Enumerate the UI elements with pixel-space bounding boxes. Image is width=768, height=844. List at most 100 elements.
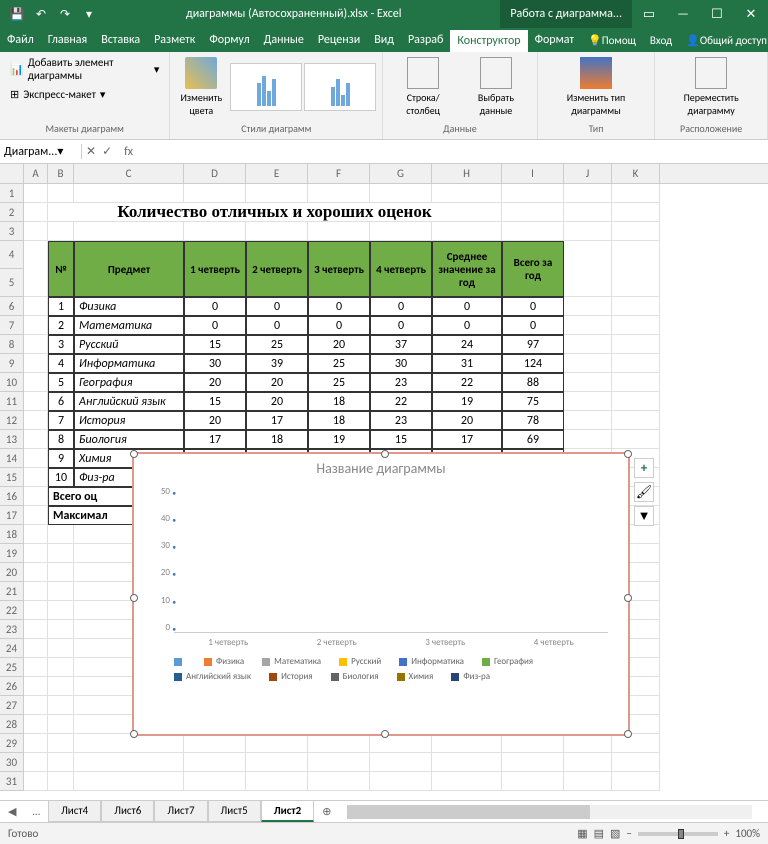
col-header[interactable]: E [246, 164, 308, 183]
cell[interactable]: 2 [48, 316, 74, 335]
cell[interactable]: 25 [246, 335, 308, 354]
cell[interactable] [502, 222, 564, 241]
cell[interactable] [48, 544, 74, 563]
cell[interactable] [564, 373, 612, 392]
cell[interactable] [48, 715, 74, 734]
cell[interactable] [432, 184, 502, 203]
add-sheet-button[interactable]: ⊕ [314, 805, 339, 818]
cell[interactable] [612, 316, 660, 335]
tab-design[interactable]: Конструктор [450, 28, 527, 52]
cell[interactable]: 20 [308, 335, 370, 354]
cell[interactable]: 20 [184, 373, 246, 392]
cell[interactable] [308, 734, 370, 753]
cell[interactable] [308, 184, 370, 203]
close-button[interactable]: ✕ [734, 0, 768, 28]
cell[interactable] [48, 753, 74, 772]
col-header[interactable]: C [74, 164, 184, 183]
cell[interactable] [502, 203, 564, 222]
row-header[interactable]: 28 [0, 715, 24, 734]
cell[interactable]: 17 [184, 430, 246, 449]
cell[interactable] [24, 373, 48, 392]
cell[interactable]: 22 [370, 392, 432, 411]
save-icon[interactable]: 💾 [6, 3, 28, 25]
cell[interactable]: 0 [184, 297, 246, 316]
row-header[interactable]: 45 [0, 241, 24, 297]
cell[interactable] [24, 620, 48, 639]
cell[interactable]: 0 [246, 297, 308, 316]
cell[interactable] [24, 525, 48, 544]
cell[interactable] [48, 184, 74, 203]
col-header[interactable]: I [502, 164, 564, 183]
row-header[interactable]: 1 [0, 184, 24, 203]
cell[interactable] [308, 772, 370, 791]
style-thumb[interactable] [304, 63, 376, 111]
cell[interactable]: 0 [502, 297, 564, 316]
cell[interactable]: Количество отличных и хороших оценок [48, 203, 502, 222]
cell[interactable]: 20 [246, 392, 308, 411]
chart-styles-button[interactable]: 🖌 [634, 482, 654, 502]
cell[interactable] [48, 601, 74, 620]
cell[interactable]: Среднее значение за год [432, 241, 502, 297]
cell[interactable]: 9 [48, 449, 74, 468]
sheet-tab[interactable]: Лист6 [101, 801, 154, 822]
tab-insert[interactable]: Вставка [94, 28, 147, 52]
cell[interactable] [612, 411, 660, 430]
cell[interactable] [184, 772, 246, 791]
cell[interactable]: 31 [432, 354, 502, 373]
row-header[interactable]: 22 [0, 601, 24, 620]
cell[interactable] [24, 354, 48, 373]
cell[interactable] [24, 677, 48, 696]
cell[interactable] [24, 241, 48, 297]
cell[interactable]: 8 [48, 430, 74, 449]
legend-item[interactable]: География [482, 656, 533, 667]
cell[interactable]: 69 [502, 430, 564, 449]
cell[interactable] [246, 772, 308, 791]
cell[interactable] [564, 430, 612, 449]
cell[interactable] [612, 753, 660, 772]
zoom-level[interactable]: 100% [735, 827, 760, 840]
cell[interactable] [612, 392, 660, 411]
cell[interactable] [24, 601, 48, 620]
cell[interactable]: 18 [308, 392, 370, 411]
sheet-nav-dots[interactable]: … [24, 805, 48, 818]
cell[interactable] [612, 772, 660, 791]
cell[interactable] [564, 297, 612, 316]
cell[interactable] [246, 222, 308, 241]
cell[interactable] [184, 734, 246, 753]
cell[interactable]: 0 [370, 297, 432, 316]
legend-item[interactable]: Физика [204, 656, 244, 667]
row-header[interactable]: 9 [0, 354, 24, 373]
col-header[interactable]: D [184, 164, 246, 183]
cell[interactable] [308, 753, 370, 772]
cell[interactable]: Физика [74, 297, 184, 316]
select-all-corner[interactable] [0, 164, 24, 183]
cell[interactable]: История [74, 411, 184, 430]
move-chart-button[interactable]: Переместить диаграмму [661, 55, 761, 119]
row-header[interactable]: 13 [0, 430, 24, 449]
cell[interactable] [564, 772, 612, 791]
cell[interactable]: География [74, 373, 184, 392]
cell[interactable] [612, 222, 660, 241]
cell[interactable] [246, 753, 308, 772]
cell[interactable] [502, 753, 564, 772]
cell[interactable] [612, 734, 660, 753]
cell[interactable]: 39 [246, 354, 308, 373]
row-header[interactable]: 6 [0, 297, 24, 316]
cell[interactable]: 37 [370, 335, 432, 354]
tab-home[interactable]: Главная [41, 28, 94, 52]
chart-styles-gallery[interactable] [230, 63, 376, 111]
cell[interactable] [308, 222, 370, 241]
cell[interactable]: Биология [74, 430, 184, 449]
cell[interactable] [370, 753, 432, 772]
row-header[interactable]: 3 [0, 222, 24, 241]
cell[interactable] [48, 563, 74, 582]
legend-item[interactable]: Информатика [399, 656, 464, 667]
zoom-slider[interactable] [638, 832, 718, 836]
cell[interactable] [432, 753, 502, 772]
cell[interactable] [48, 658, 74, 677]
chart-filter-button[interactable]: ▼ [634, 506, 654, 526]
cell[interactable]: 0 [184, 316, 246, 335]
qa-more-icon[interactable]: ▾ [78, 3, 100, 25]
cell[interactable]: 0 [370, 316, 432, 335]
cell[interactable] [24, 544, 48, 563]
